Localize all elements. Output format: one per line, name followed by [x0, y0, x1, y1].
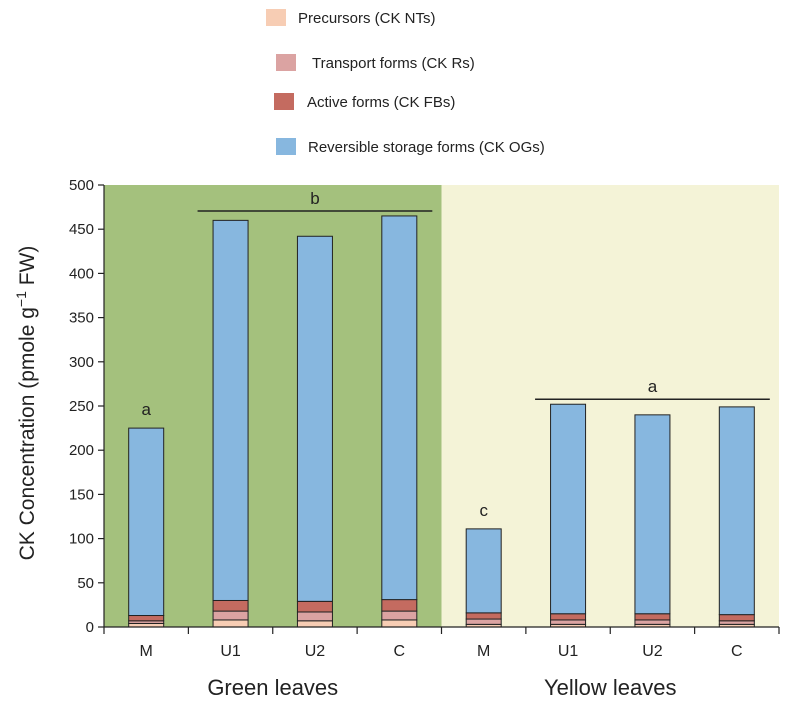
- bar-segment-2-3: [296, 235, 333, 602]
- y-tick-label-4: 200: [69, 442, 94, 459]
- legend-label-3: Reversible storage forms (CK OGs): [308, 139, 545, 156]
- legend: Precursors (CK NTs) Transport forms (CK R…: [266, 9, 545, 156]
- y-tick-label-0: 0: [86, 619, 94, 636]
- x-category-label-2: U2: [305, 643, 326, 660]
- group-label-1: Yellow leaves: [544, 675, 677, 700]
- bar-segment-7-3: [718, 406, 755, 616]
- bar-segment-2-0: [296, 620, 333, 628]
- y-tick-label-9: 450: [69, 221, 94, 238]
- bar-segment-3-0: [381, 619, 418, 628]
- y-axis-title: CK Concentration (pmole g−1 FW): [13, 246, 39, 561]
- bar-segment-0-2: [128, 615, 165, 622]
- y-tick-label-6: 300: [69, 354, 94, 371]
- bar-segment-4-1: [465, 618, 502, 625]
- x-category-label-1: U1: [220, 643, 241, 660]
- significance-label-0: a: [141, 400, 151, 419]
- bar-segment-2-1: [296, 611, 333, 622]
- bars: [128, 215, 755, 628]
- bar-segment-4-3: [465, 528, 502, 614]
- group-label-0: Green leaves: [207, 675, 338, 700]
- bar-segment-2-2: [296, 600, 333, 613]
- legend-swatch-2: [274, 93, 294, 110]
- bar-segment-1-2: [212, 599, 249, 612]
- significance-label-1: b: [310, 189, 319, 208]
- legend-swatch-3: [276, 138, 296, 155]
- bar-segment-5-3: [550, 403, 587, 615]
- bar-segment-7-1: [718, 620, 755, 625]
- legend-swatch-0: [266, 9, 286, 26]
- bar-segment-7-2: [718, 614, 755, 622]
- legend-label-1: Transport forms (CK Rs): [312, 55, 475, 72]
- bar-segment-3-3: [381, 215, 418, 601]
- y-tick-label-10: 500: [69, 177, 94, 194]
- group-backgrounds: [104, 185, 779, 627]
- bar-segment-3-2: [381, 599, 418, 612]
- bar-segment-1-0: [212, 619, 249, 628]
- legend-swatch-1: [276, 54, 296, 71]
- y-tick-label-2: 100: [69, 531, 94, 548]
- x-category-label-0: M: [140, 643, 153, 660]
- bar-segment-1-3: [212, 219, 249, 601]
- x-category-label-4: M: [477, 643, 490, 660]
- x-category-label-6: U2: [642, 643, 663, 660]
- legend-label-0: Precursors (CK NTs): [298, 10, 436, 27]
- bar-segment-6-3: [634, 414, 671, 615]
- bar-segment-1-1: [212, 610, 249, 621]
- x-category-label-5: U1: [558, 643, 579, 660]
- significance-label-2: c: [479, 501, 488, 520]
- legend-label-2: Active forms (CK FBs): [307, 94, 455, 111]
- bar-segment-5-2: [550, 613, 587, 621]
- y-tick-label-7: 350: [69, 310, 94, 327]
- x-category-label-3: C: [394, 643, 406, 660]
- y-tick-label-5: 250: [69, 398, 94, 415]
- bar-segment-6-2: [634, 613, 671, 621]
- bar-segment-6-1: [634, 619, 671, 625]
- bar-segment-3-1: [381, 610, 418, 621]
- y-tick-label-8: 400: [69, 265, 94, 282]
- y-tick-label-1: 50: [77, 575, 94, 592]
- x-category-label-7: C: [731, 643, 743, 660]
- significance-annotations: a b c a: [141, 189, 770, 520]
- bar-segment-5-1: [550, 619, 587, 625]
- axes: 0 50 100 150 200 250 300 350 400 450 500 M U1 U2 C M U1 U…: [69, 177, 780, 700]
- bar-segment-0-3: [128, 427, 165, 617]
- bar-segment-4-2: [465, 612, 502, 620]
- significance-label-3: a: [648, 377, 658, 396]
- y-tick-label-3: 150: [69, 486, 94, 503]
